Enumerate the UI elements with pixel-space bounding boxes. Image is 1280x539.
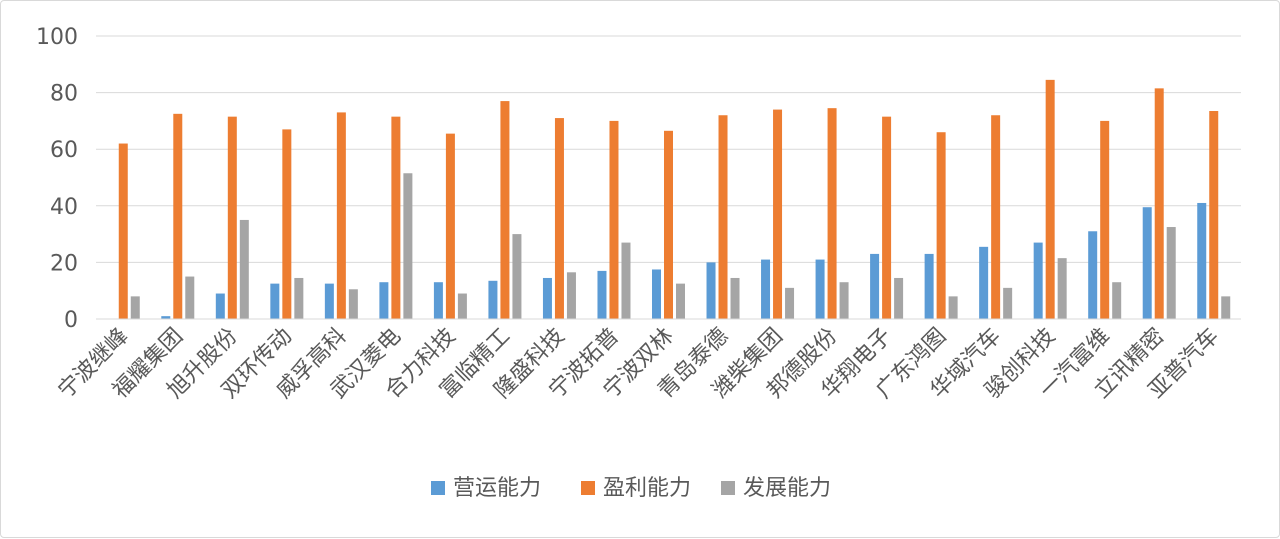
bar-1-6 (433, 282, 443, 319)
y-axis-tick-labels: 0 20 40 60 80 100 (36, 25, 78, 333)
bar-2-17 (1045, 79, 1055, 320)
bar-3-20 (1221, 296, 1231, 319)
bar-1-4 (324, 283, 334, 319)
bar-3-17 (1057, 258, 1067, 319)
y-tick-label: 80 (50, 82, 78, 107)
bar-2-15 (936, 132, 946, 319)
bar-2-3 (282, 129, 292, 319)
bar-3-6 (457, 293, 467, 319)
bar-2-7 (500, 101, 510, 319)
bar-3-19 (1166, 227, 1176, 319)
bar-1-18 (1088, 231, 1098, 319)
bar-3-15 (948, 296, 958, 319)
bar-2-9 (609, 120, 619, 320)
bar-2-8 (554, 118, 564, 319)
bar-3-7 (512, 234, 522, 319)
bar-1-3 (270, 283, 280, 319)
bar-3-18 (1112, 282, 1122, 319)
bar-1-8 (542, 277, 552, 319)
legend-swatch (431, 481, 445, 495)
bar-3-0 (130, 296, 140, 319)
bar-1-1 (161, 316, 171, 319)
bar-3-2 (239, 219, 249, 319)
bar-1-17 (1033, 242, 1043, 319)
bar-1-14 (870, 253, 880, 319)
bar-3-3 (294, 277, 304, 319)
x-axis-category-labels: 宁波继峰福耀集团旭升股份双环传动威孚高科武汉菱电合力科技富临精工隆盛科技宁波拓普… (54, 324, 1224, 404)
bar-2-1 (173, 113, 183, 319)
bar-2-2 (227, 116, 237, 319)
bar-2-18 (1100, 120, 1110, 320)
bar-1-5 (379, 282, 389, 319)
bar-2-13 (827, 108, 837, 319)
bar-2-11 (718, 115, 728, 320)
bar-1-16 (979, 246, 989, 319)
bar-1-15 (924, 253, 934, 319)
bar-3-1 (185, 276, 195, 319)
bar-3-14 (894, 277, 904, 319)
bar-2-16 (991, 115, 1001, 320)
bar-1-10 (652, 269, 661, 319)
bar-3-4 (348, 289, 358, 319)
bar-1-19 (1142, 207, 1152, 319)
bar-2-20 (1209, 110, 1219, 320)
bars (118, 79, 1231, 320)
bar-3-11 (730, 277, 740, 319)
legend-label: 盈利能力 (603, 476, 691, 501)
bar-2-0 (118, 143, 128, 319)
bar-3-16 (1003, 287, 1013, 319)
bar-2-10 (664, 130, 673, 319)
y-tick-label: 0 (64, 308, 78, 333)
legend-swatch (721, 481, 735, 495)
bar-3-10 (676, 283, 685, 319)
bar-3-8 (566, 272, 576, 319)
bar-1-2 (215, 293, 225, 319)
bar-3-5 (403, 173, 413, 319)
bar-1-7 (488, 280, 498, 319)
y-tick-label: 40 (50, 195, 78, 220)
bar-3-13 (839, 282, 849, 319)
bar-3-12 (785, 287, 795, 319)
y-tick-label: 20 (50, 251, 78, 276)
legend: 营运能力 盈利能力 发展能力 (431, 476, 831, 501)
bar-2-6 (445, 133, 455, 319)
bar-2-5 (391, 116, 401, 319)
bar-1-9 (597, 270, 607, 319)
bar-2-19 (1154, 88, 1164, 319)
bar-1-13 (815, 259, 825, 319)
bar-1-11 (706, 262, 716, 319)
legend-label: 发展能力 (743, 476, 831, 501)
bar-3-9 (621, 242, 631, 319)
bar-2-14 (882, 116, 892, 319)
bar-1-20 (1197, 202, 1207, 319)
bar-2-4 (336, 112, 346, 319)
bar-1-12 (761, 259, 771, 319)
bar-2-12 (773, 109, 783, 319)
y-tick-label: 100 (36, 25, 78, 50)
legend-swatch (581, 481, 595, 495)
y-tick-label: 60 (50, 138, 78, 163)
legend-label: 营运能力 (453, 476, 541, 501)
